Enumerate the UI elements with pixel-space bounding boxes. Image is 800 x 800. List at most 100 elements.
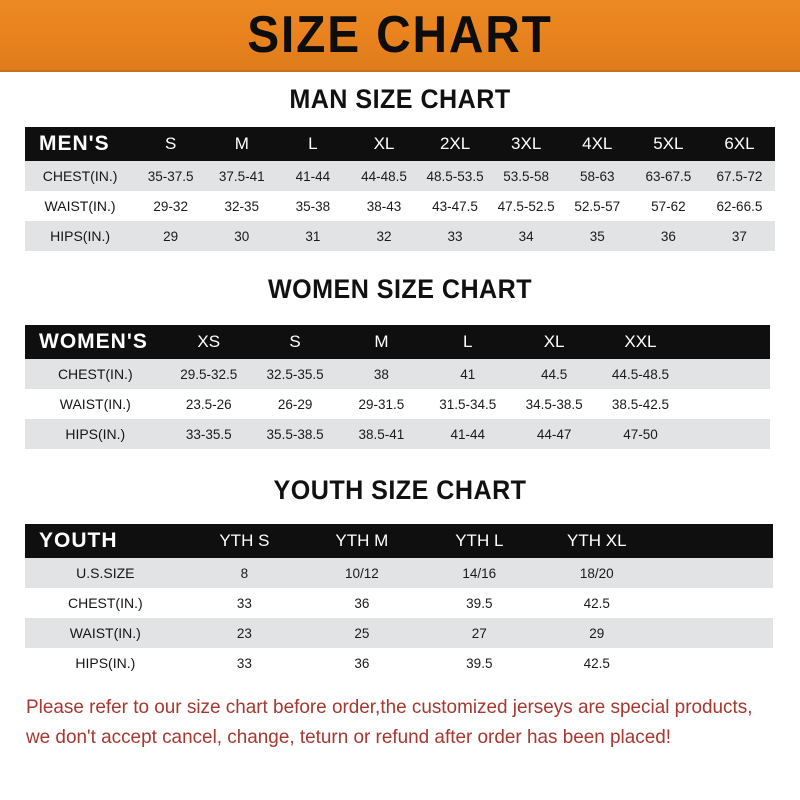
page-title: SIZE CHART [247,6,553,64]
table-cell: 34.5-38.5 [525,396,583,412]
table-cell-empty [656,588,773,618]
table-cell: 31.5-34.5 [439,396,497,412]
men-size-header: XL [373,134,395,153]
table-cell-empty [656,558,773,588]
table-cell: 23.5-26 [185,396,232,412]
table-row: CHEST(IN.) 33 36 39.5 42.5 [25,588,773,618]
men-size-header: 6XL [724,134,755,153]
table-cell: 41-44 [450,426,486,442]
men-size-header: 4XL [582,134,613,153]
women-row-label: HIPS(IN.) [65,426,126,442]
table-cell-empty [656,618,773,648]
women-header-filler [684,325,770,359]
table-cell: 37.5-41 [218,168,265,184]
table-cell: 44-48.5 [361,168,407,184]
table-cell: 44.5 [540,366,568,382]
table-row: WAIST(IN.) 23.5-26 26-29 29-31.5 31.5-34.5 34… [25,389,770,419]
table-cell: 33 [447,228,463,244]
order-policy-line-1: Please refer to our size chart before or… [26,696,753,718]
order-policy-line-2: we don't accept cancel, change, teturn o… [26,726,672,749]
table-cell: 32-35 [224,198,260,214]
table-cell: 67.5-72 [716,168,763,184]
women-size-table: WOMEN'S XS S M L XL XXL CHEST(IN.) 29.5-32.5 32.5… [25,325,770,449]
table-cell: 38.5-41 [358,426,405,442]
table-cell: 8 [240,565,249,581]
youth-row-label: HIPS(IN.) [75,655,136,671]
table-cell-empty [656,648,773,678]
men-size-header: 2XL [439,134,471,153]
table-cell: 29.5-32.5 [180,366,238,382]
men-row-label: HIPS(IN.) [50,228,111,244]
men-size-header: L [308,134,318,153]
table-cell: 39.5 [466,595,493,611]
men-table-header-row: MEN'S S M L XL 2XL 3XL 4XL 5XL 6XL [25,127,775,161]
women-size-header: XL [543,332,565,351]
table-cell: 30 [234,228,250,244]
youth-header-label: YOUTH [39,529,118,552]
table-cell: 33 [236,655,252,671]
table-cell: 36 [354,595,370,611]
order-policy-note: Please refer to our size chart before or… [26,692,755,752]
men-size-table: MEN'S S M L XL 2XL 3XL 4XL 5XL 6XL CHEST(IN.) 35-37… [25,127,775,251]
table-cell-empty [684,359,770,389]
table-cell: 18/20 [579,565,614,581]
table-cell: 31 [305,228,321,244]
youth-size-table: YOUTH YTH S YTH M YTH L YTH XL U.S.SIZE 8 10/12… [25,524,773,678]
table-cell: 34 [518,228,534,244]
table-cell: 42.5 [583,595,610,611]
table-cell: 62-66.5 [716,198,763,214]
youth-row-label: CHEST(IN.) [67,595,143,611]
table-row: U.S.SIZE 8 10/12 14/16 18/20 [25,558,773,588]
table-cell: 53.5-58 [503,168,550,184]
youth-size-header: YTH S [219,531,270,550]
table-cell: 38.5-42.5 [611,396,669,412]
table-cell: 37 [731,228,747,244]
table-cell: 29 [163,228,179,244]
men-row-label: CHEST(IN.) [42,168,118,184]
women-size-header: S [289,332,301,351]
men-size-header: 5XL [653,134,684,153]
table-cell: 32 [376,228,392,244]
table-cell: 26-29 [277,396,313,412]
youth-size-header: YTH L [455,531,504,550]
women-size-header: M [374,332,389,351]
table-cell: 36 [660,228,676,244]
youth-section-title: YOUTH SIZE CHART [273,475,527,505]
table-cell: 39.5 [466,655,493,671]
table-cell: 63-67.5 [645,168,692,184]
table-cell: 35 [589,228,605,244]
table-cell: 43-47.5 [432,198,478,214]
youth-size-header: YTH XL [567,531,627,550]
table-cell: 41 [460,366,476,382]
table-cell-empty [684,389,770,419]
men-size-header: 3XL [511,134,542,153]
table-cell: 42.5 [583,655,610,671]
men-size-header: S [165,134,177,153]
table-cell: 10/12 [344,565,379,581]
table-cell: 35-38 [295,198,331,214]
table-row: WAIST(IN.) 23 25 27 29 [25,618,773,648]
table-cell: 23 [236,625,252,641]
women-size-header: XXL [624,332,657,351]
table-cell: 38 [373,366,389,382]
youth-row-label: WAIST(IN.) [69,625,141,641]
youth-row-label: U.S.SIZE [76,565,135,581]
table-cell: 57-62 [651,198,686,214]
women-table-header-row: WOMEN'S XS S M L XL XXL [25,325,770,359]
table-cell: 48.5-53.5 [426,168,484,184]
table-row: CHEST(IN.) 35-37.5 37.5-41 41-44 44-48.5 48.5… [25,161,775,191]
table-cell: 25 [354,625,370,641]
table-cell: 44.5-48.5 [611,366,669,382]
men-header-label: MEN'S [39,132,110,155]
table-cell: 33 [236,595,252,611]
table-cell-empty [684,419,770,449]
table-cell: 14/16 [462,565,497,581]
women-section-title: WOMEN SIZE CHART [267,274,533,304]
men-size-header: M [234,134,249,153]
table-row: HIPS(IN.) 33 36 39.5 42.5 [25,648,773,678]
table-cell: 32.5-35.5 [266,366,324,382]
table-cell: 29-32 [153,198,188,214]
table-cell: 38-43 [366,198,402,214]
men-row-label: WAIST(IN.) [44,198,116,214]
table-cell: 58-63 [579,168,615,184]
